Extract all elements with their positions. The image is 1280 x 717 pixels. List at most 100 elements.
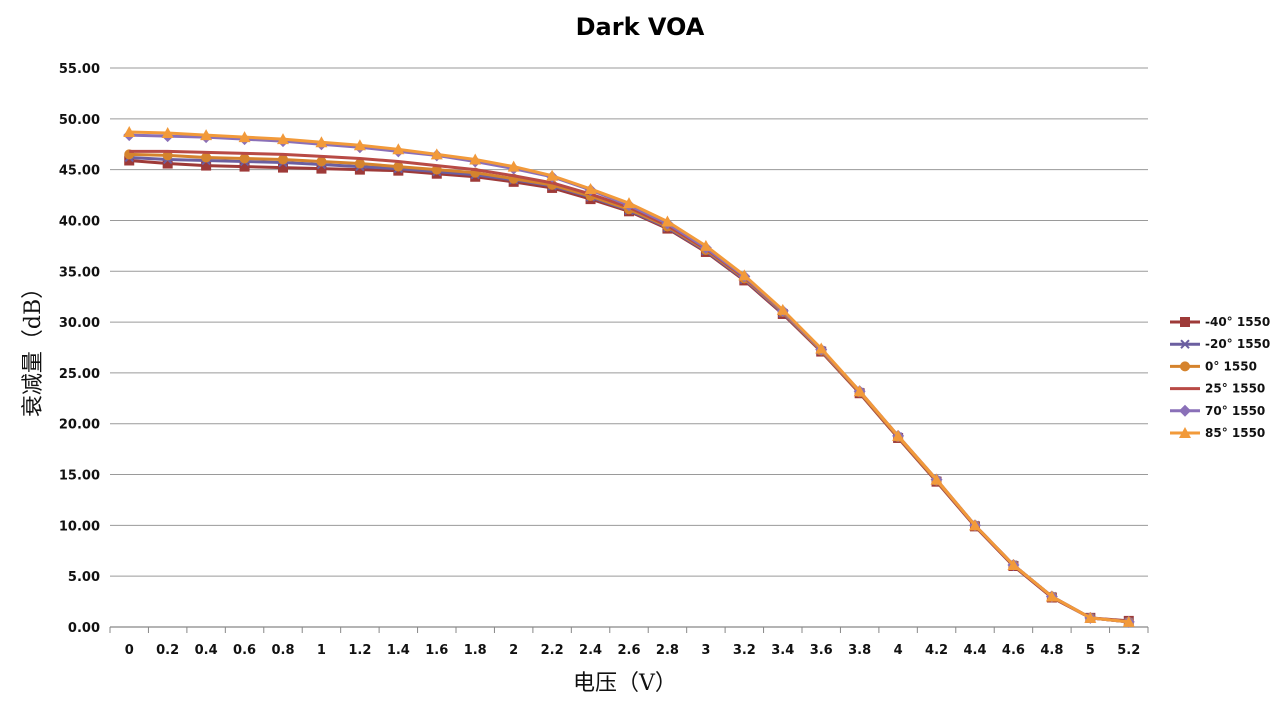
data-point bbox=[278, 162, 288, 173]
legend-label: 85° 1550 bbox=[1205, 426, 1265, 440]
x-tick-label: 1.6 bbox=[425, 643, 448, 658]
data-point bbox=[316, 156, 327, 167]
series-layer bbox=[123, 126, 1135, 628]
data-point bbox=[201, 160, 212, 171]
x-tick-label: 4.8 bbox=[1040, 643, 1063, 658]
y-axis-label: 衰减量（dB） bbox=[21, 277, 46, 417]
x-tick-label: 4.4 bbox=[963, 643, 986, 658]
legend-marker bbox=[1180, 339, 1190, 349]
gridlines bbox=[110, 67, 1148, 628]
data-point bbox=[277, 133, 289, 145]
data-point bbox=[969, 519, 981, 531]
x-tick-label: 2.6 bbox=[617, 643, 640, 658]
data-point bbox=[316, 163, 327, 174]
series-line bbox=[129, 152, 1129, 624]
x-tick-label: 0.2 bbox=[156, 643, 179, 658]
legend: -40° 1550 -20° 1550 0° 1550 25° 1550 70° 155… bbox=[1170, 315, 1270, 440]
x-tick-label: 3 bbox=[701, 643, 710, 658]
data-point bbox=[776, 303, 789, 315]
y-tick-label: 50.00 bbox=[59, 113, 100, 128]
y-tick-label: 40.00 bbox=[59, 214, 100, 229]
y-tick-label: 20.00 bbox=[59, 418, 100, 433]
x-tick-label: 3.6 bbox=[810, 643, 833, 658]
x-tick-label: 5 bbox=[1086, 643, 1095, 658]
x-tick-label: 0.6 bbox=[233, 643, 256, 658]
data-point bbox=[430, 148, 443, 160]
series-1 bbox=[124, 152, 1134, 627]
x-tick-label: 4 bbox=[894, 643, 903, 658]
legend-item: 25° 1550 bbox=[1170, 382, 1265, 396]
x-tick-label: 5.2 bbox=[1117, 643, 1140, 658]
legend-item: -40° 1550 bbox=[1170, 315, 1270, 329]
legend-marker bbox=[1179, 404, 1191, 417]
data-point bbox=[353, 139, 366, 151]
series-2 bbox=[124, 149, 1134, 627]
data-point bbox=[354, 164, 365, 175]
data-point bbox=[1007, 559, 1020, 571]
chart-title: Dark VOA bbox=[576, 13, 705, 41]
y-tick-label: 30.00 bbox=[59, 316, 100, 331]
y-tick-label: 10.00 bbox=[59, 519, 100, 534]
legend-marker bbox=[1180, 361, 1190, 372]
data-point bbox=[853, 385, 866, 397]
data-point bbox=[699, 239, 712, 251]
y-axis-ticks: 0.00 5.00 10.00 15.00 20.00 25.00 30.00 35.00 40… bbox=[59, 62, 100, 636]
data-point bbox=[239, 161, 250, 172]
y-tick-label: 45.00 bbox=[59, 164, 100, 179]
x-tick-label: 1.2 bbox=[348, 643, 371, 658]
data-point bbox=[161, 127, 174, 139]
data-point bbox=[584, 182, 597, 194]
data-point bbox=[124, 155, 135, 166]
series-line bbox=[129, 149, 1129, 624]
legend-marker bbox=[1180, 317, 1190, 327]
x-tick-label: 2.8 bbox=[656, 643, 679, 658]
data-point bbox=[392, 143, 405, 155]
data-point bbox=[623, 197, 635, 209]
x-tick-label: 3.2 bbox=[733, 643, 756, 658]
y-tick-label: 15.00 bbox=[59, 469, 100, 484]
data-point bbox=[201, 152, 212, 163]
data-point bbox=[930, 473, 943, 485]
data-point bbox=[1084, 611, 1097, 623]
series-0 bbox=[124, 155, 1134, 626]
x-tick-label: 0.8 bbox=[271, 643, 294, 658]
x-tick-label: 2.2 bbox=[541, 643, 564, 658]
data-point bbox=[162, 158, 173, 169]
data-point bbox=[546, 169, 559, 181]
x-tick-label: 4.6 bbox=[1002, 643, 1025, 658]
data-point bbox=[393, 161, 404, 172]
data-point bbox=[1045, 590, 1058, 602]
y-tick-label: 35.00 bbox=[59, 265, 100, 280]
data-point bbox=[238, 131, 251, 143]
data-point bbox=[239, 153, 250, 164]
legend-label: -40° 1550 bbox=[1205, 315, 1270, 329]
marker-stroke bbox=[1180, 339, 1190, 349]
x-tick-label: 1.8 bbox=[464, 643, 487, 658]
data-point bbox=[469, 153, 482, 165]
y-tick-label: 55.00 bbox=[59, 62, 100, 77]
y-tick-label: 5.00 bbox=[68, 570, 100, 585]
x-tick-label: 4.2 bbox=[925, 643, 948, 658]
legend-label: -20° 1550 bbox=[1205, 337, 1270, 351]
series-line bbox=[129, 158, 1129, 623]
legend-item: 0° 1550 bbox=[1170, 359, 1257, 373]
legend-item: -20° 1550 bbox=[1170, 337, 1270, 351]
axes bbox=[109, 626, 1149, 633]
legend-item: 85° 1550 bbox=[1170, 426, 1265, 440]
data-point bbox=[123, 126, 136, 138]
x-tick-label: 2 bbox=[509, 643, 518, 658]
legend-label: 25° 1550 bbox=[1205, 382, 1265, 396]
data-point bbox=[1122, 615, 1135, 627]
x-tick-label: 1.4 bbox=[387, 643, 410, 658]
x-axis-label: 电压（V） bbox=[573, 671, 677, 696]
data-point bbox=[815, 342, 828, 354]
data-point bbox=[661, 215, 674, 227]
y-tick-label: 0.00 bbox=[68, 621, 100, 636]
x-tick-label: 1 bbox=[317, 643, 326, 658]
data-point bbox=[892, 429, 905, 441]
x-tick-label: 2.4 bbox=[579, 643, 602, 658]
legend-label: 70° 1550 bbox=[1205, 404, 1265, 418]
x-tick-label: 0 bbox=[125, 643, 134, 658]
